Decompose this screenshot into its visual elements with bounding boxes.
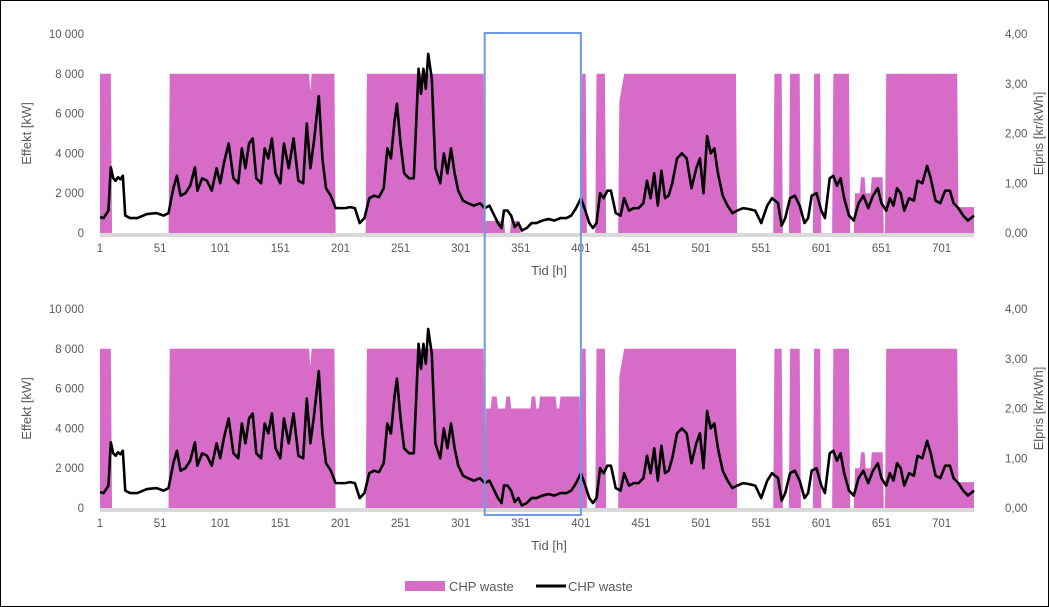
x-tick-label: 401: [571, 518, 590, 530]
x-tick-label: 451: [631, 518, 650, 530]
y2-tick-label: 2,00: [1005, 129, 1027, 141]
x-tick-label: 651: [872, 243, 891, 255]
chart-panel-top: 1 51 101 151 201 251 301 351 401 451 501 551 601 651 7…: [19, 29, 1046, 278]
x-tick-label: 701: [932, 243, 951, 255]
x-tick-label: 151: [271, 518, 290, 530]
x-tick-label: 151: [271, 243, 290, 255]
y-tick-label: 4 000: [55, 148, 84, 160]
x-tick-label: 301: [451, 518, 470, 530]
y2-tick-label: 3,00: [1005, 354, 1027, 366]
y2-tick-label: 0,00: [1005, 503, 1027, 515]
y2-axis-title: Elpris [kr/kWh]: [1031, 92, 1046, 176]
x-tick-label: 701: [932, 518, 951, 530]
highlight-box: [483, 32, 582, 516]
y-tick-label: 2 000: [55, 463, 84, 475]
x-tick-label: 451: [631, 243, 650, 255]
x-tick-label: 601: [812, 518, 831, 530]
y2-tick-label: 1,00: [1005, 453, 1027, 465]
x-tick-label: 251: [391, 243, 410, 255]
y-tick-label: 2 000: [55, 188, 84, 200]
x-tick-label: 651: [872, 518, 891, 530]
area-series-chp-waste: [100, 73, 974, 233]
legend-line-label: CHP waste: [568, 579, 633, 594]
y-tick-label: 10 000: [49, 304, 84, 316]
x-tick-label: 351: [511, 518, 530, 530]
x-tick-label: 301: [451, 243, 470, 255]
x-tick-label: 1: [97, 518, 103, 530]
x-tick-label: 551: [752, 243, 771, 255]
y-tick-label: 0: [78, 503, 84, 515]
x-tick-label: 551: [752, 518, 771, 530]
x-tick-label: 201: [331, 243, 350, 255]
x-tick-label: 101: [211, 243, 230, 255]
line-series-chp-waste: [99, 52, 975, 232]
y2-tick-label: 1,00: [1005, 178, 1027, 190]
x-tick-label: 601: [812, 243, 831, 255]
y2-tick-label: 2,00: [1005, 404, 1027, 416]
legend-area-label: CHP waste: [449, 579, 514, 594]
y-tick-label: 0: [78, 228, 84, 240]
y2-axis-title: Elpris [kr/kWh]: [1031, 367, 1046, 451]
area-series-chp-waste: [100, 348, 974, 508]
y-tick-label: 10 000: [49, 29, 84, 41]
y-axis-title: Effekt [kW]: [19, 377, 34, 440]
x-axis-title: Tid [h]: [531, 263, 567, 278]
x-tick-label: 51: [154, 518, 167, 530]
legend-area-swatch: [405, 581, 445, 591]
y-axis-title: Effekt [kW]: [19, 102, 34, 165]
y-tick-label: 6 000: [55, 109, 84, 121]
x-tick-label: 1: [97, 243, 103, 255]
y-tick-label: 8 000: [55, 344, 84, 356]
x-tick-label: 351: [511, 243, 530, 255]
x-tick-label: 251: [391, 518, 410, 530]
y-tick-label: 8 000: [55, 69, 84, 81]
y2-tick-label: 4,00: [1005, 304, 1027, 316]
y2-tick-label: 4,00: [1005, 29, 1027, 41]
y2-tick-label: 0,00: [1005, 228, 1027, 240]
x-tick-label: 501: [692, 518, 711, 530]
x-tick-label: 501: [692, 243, 711, 255]
chart-panel-bottom: 1 51 101 151 201 251 301 351 401 451 501 551 601 651 7…: [19, 304, 1046, 553]
y-tick-label: 4 000: [55, 423, 84, 435]
legend: CHP waste CHP waste: [405, 579, 633, 594]
x-tick-label: 101: [211, 518, 230, 530]
x-tick-label: 201: [331, 518, 350, 530]
x-axis-title: Tid [h]: [531, 538, 567, 553]
x-tick-label: 51: [154, 243, 167, 255]
y-tick-label: 6 000: [55, 384, 84, 396]
y2-tick-label: 3,00: [1005, 79, 1027, 91]
line-series-chp-waste: [99, 327, 975, 507]
